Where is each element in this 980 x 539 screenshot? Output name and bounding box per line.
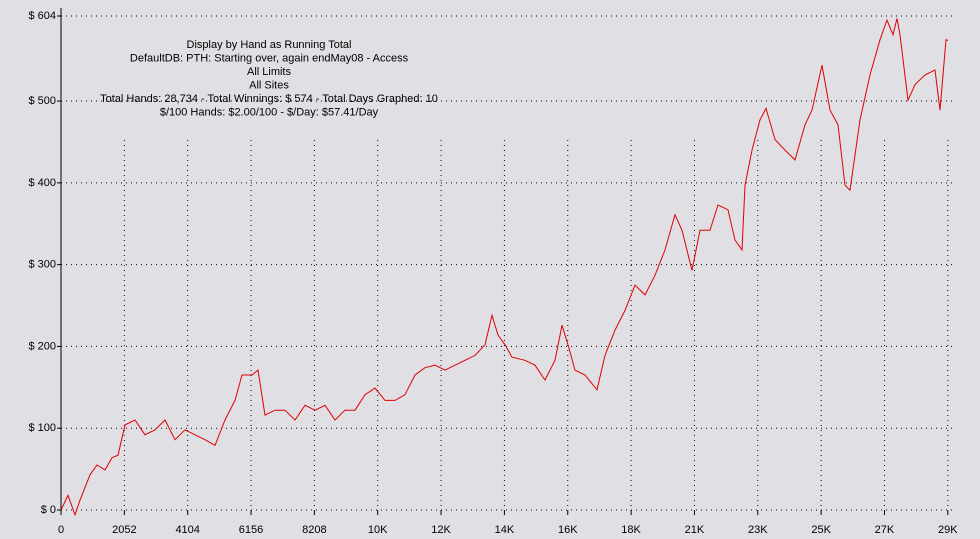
y-tick-label: $ 0 [41,504,56,516]
title-line: Display by Hand as Running Total [187,39,352,51]
x-tick-label: 6156 [239,524,263,536]
y-tick-label: $ 100 [28,422,56,434]
title-line: All Sites [249,79,289,91]
x-tick-label: 29K [938,524,958,536]
y-tick-label: $ 500 [28,95,56,107]
x-tick-label: 0 [58,524,64,536]
y-tick-label: $ 604 [28,10,56,22]
y-tick-label: $ 400 [28,177,56,189]
x-tick-label: 14K [495,524,515,536]
title-line: All Limits [247,66,292,78]
x-tick-label: 8208 [302,524,326,536]
x-tick-label: 2052 [112,524,136,536]
x-tick-label: 12K [431,524,451,536]
title-line: $/100 Hands: $2.00/100 - $/Day: $57.41/D… [160,106,379,118]
y-tick-label: $ 300 [28,259,56,271]
y-tick-label: $ 200 [28,340,56,352]
x-tick-label: 4104 [175,524,199,536]
title-line: DefaultDB: PTH: Starting over, again end… [130,52,409,64]
line-series [60,18,949,517]
x-tick-label: 18K [621,524,641,536]
x-tick-label: 16K [558,524,578,536]
x-tick-label: 27K [875,524,895,536]
title-line: Total Hands: 28,734 - Total Winnings: $ … [100,93,438,105]
x-tick-label: 25K [811,524,831,536]
x-tick-label: 23K [748,524,768,536]
x-tick-label: 10K [368,524,388,536]
x-tick-label: 21K [685,524,705,536]
